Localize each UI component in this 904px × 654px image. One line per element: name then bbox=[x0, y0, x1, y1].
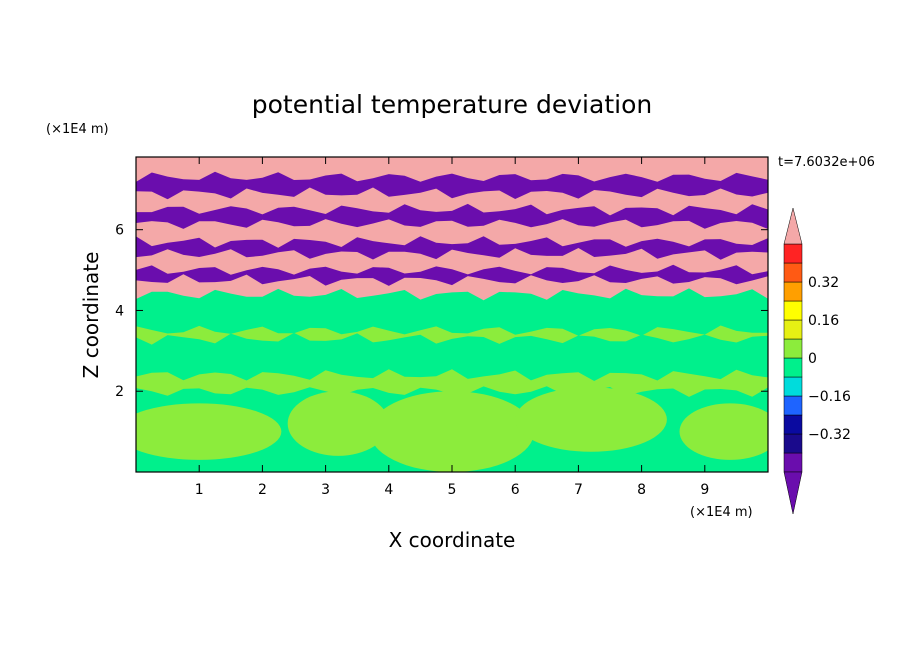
x-axis: 1 2 3 4 5 6 7 8 9 bbox=[195, 157, 709, 498]
colorbar-segment bbox=[783, 452, 803, 473]
y-scale-label: (×1E4 m) bbox=[46, 122, 109, 137]
y-axis-label: Z coordinate bbox=[79, 252, 103, 379]
contour-band bbox=[136, 274, 768, 301]
colorbar-tick-label: 0.16 bbox=[808, 313, 839, 329]
colorbar-under-triangle bbox=[783, 471, 803, 515]
colorbar-segment bbox=[783, 300, 803, 321]
contour-patch bbox=[515, 387, 667, 452]
contour-patch bbox=[287, 391, 389, 456]
x-tick-label: 1 bbox=[195, 482, 204, 498]
colorbar-segment bbox=[783, 243, 803, 264]
x-tick-label: 4 bbox=[384, 482, 393, 498]
y-tick-label: 4 bbox=[115, 303, 124, 319]
x-tick-label: 7 bbox=[574, 482, 583, 498]
colorbar-tick-label: 0.32 bbox=[808, 275, 839, 291]
colorbar-tick-label: −0.16 bbox=[808, 389, 851, 405]
contour-patch bbox=[679, 403, 768, 460]
colorbar-segment bbox=[783, 357, 803, 378]
contour-patch bbox=[369, 391, 535, 472]
x-tick-label: 5 bbox=[448, 482, 457, 498]
y-axis: 2 4 6 bbox=[115, 223, 768, 400]
colorbar-tick-label: 0 bbox=[808, 351, 817, 367]
colorbar-segment bbox=[783, 414, 803, 435]
x-scale-label: (×1E4 m) bbox=[690, 505, 753, 520]
x-tick-label: 9 bbox=[700, 482, 709, 498]
y-tick-label: 6 bbox=[115, 223, 124, 239]
y-tick-label: 2 bbox=[115, 384, 124, 400]
contour-band bbox=[136, 288, 768, 337]
colorbar-segment bbox=[783, 338, 803, 359]
x-tick-label: 2 bbox=[258, 482, 267, 498]
x-tick-label: 6 bbox=[511, 482, 520, 498]
colorbar-segment bbox=[783, 262, 803, 283]
colorbar-segment bbox=[783, 281, 803, 302]
contour-band bbox=[136, 157, 768, 184]
colorbar-segment bbox=[783, 433, 803, 454]
time-label: t=7.6032e+06 bbox=[778, 155, 875, 170]
contour-patch bbox=[136, 403, 282, 460]
x-tick-label: 8 bbox=[637, 482, 646, 498]
colorbar-segment bbox=[783, 395, 803, 416]
colorbar: 0.32 0.16 0 −0.16 −0.32 bbox=[783, 207, 851, 515]
colorbar-segment bbox=[783, 319, 803, 340]
x-axis-label: X coordinate bbox=[389, 528, 516, 552]
colorbar-tick-label: −0.32 bbox=[808, 427, 851, 443]
x-tick-label: 3 bbox=[321, 482, 330, 498]
colorbar-segment bbox=[783, 376, 803, 397]
plot-area bbox=[136, 157, 768, 472]
contour-band bbox=[136, 332, 768, 382]
colorbar-over-triangle bbox=[783, 207, 803, 245]
chart-title: potential temperature deviation bbox=[252, 90, 652, 119]
